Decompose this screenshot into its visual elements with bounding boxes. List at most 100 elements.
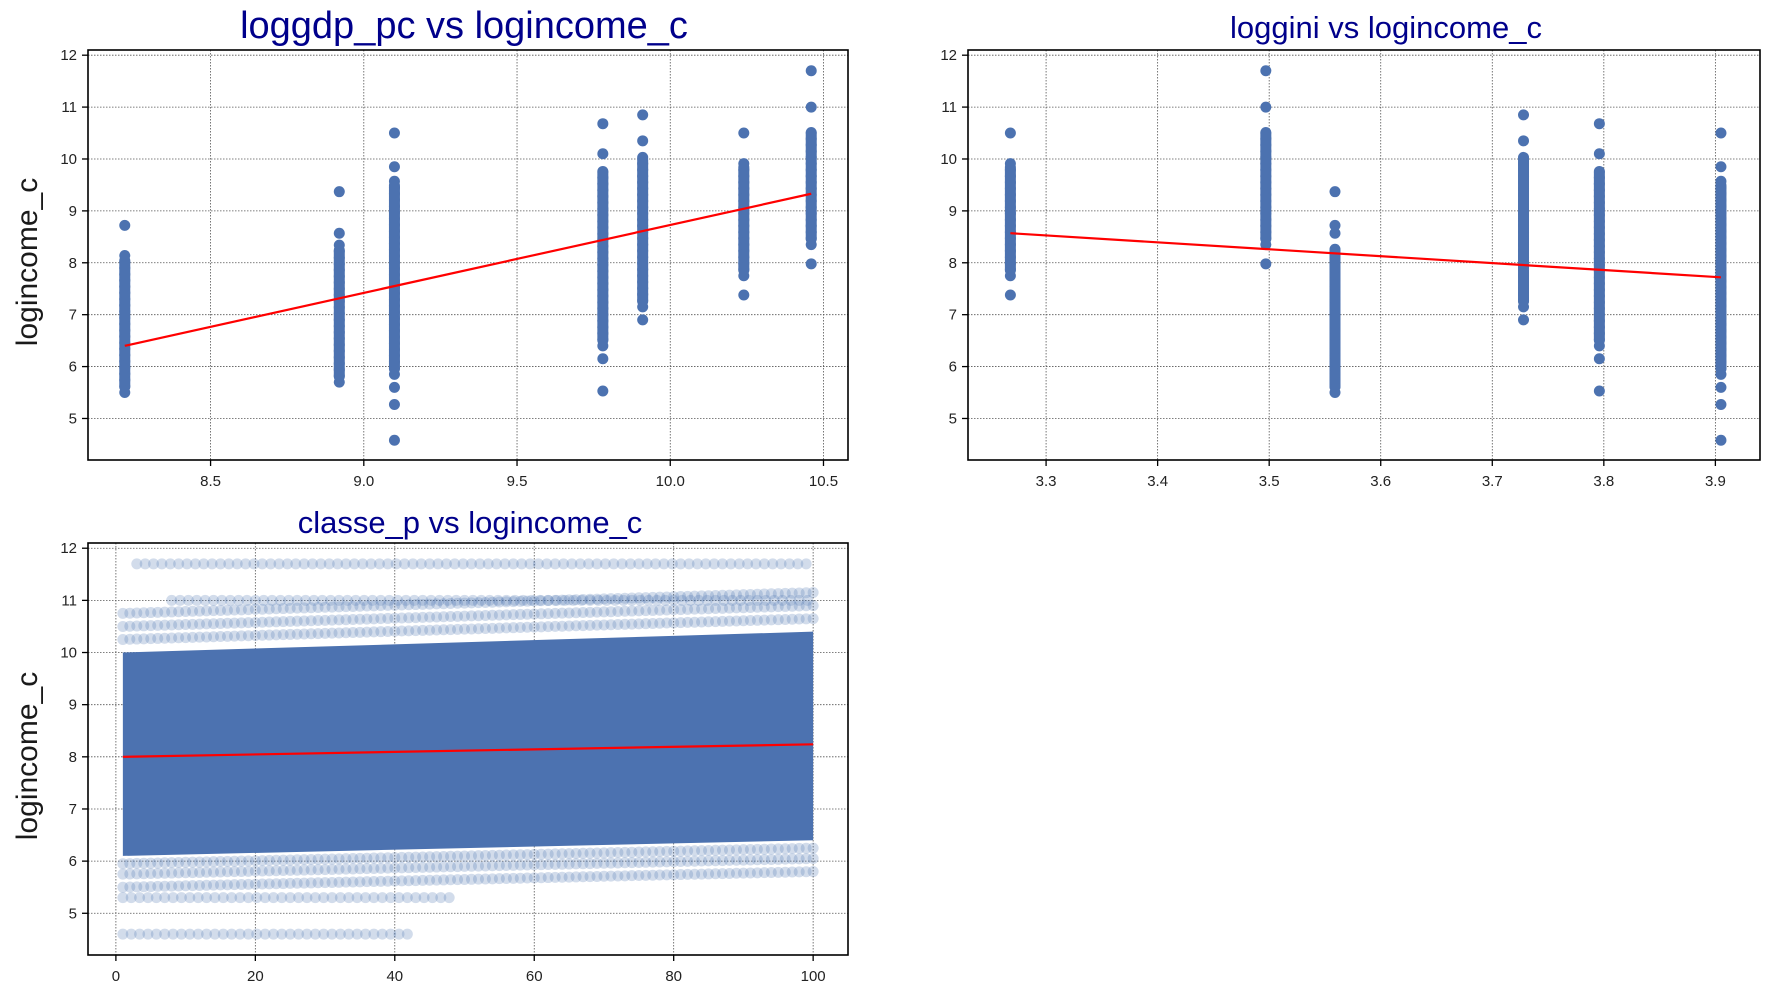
- y-axis-label: logincome_c: [11, 672, 44, 840]
- data-point: [500, 594, 512, 606]
- data-point: [751, 594, 763, 606]
- data-point: [283, 594, 295, 606]
- data-point: [228, 604, 240, 616]
- data-point: [556, 848, 568, 860]
- data-point: [459, 610, 471, 622]
- data-point: [534, 594, 546, 606]
- data-point: [696, 855, 708, 867]
- data-point: [226, 928, 238, 940]
- data-point: [376, 928, 388, 940]
- data-point: [194, 866, 206, 878]
- data-point: [319, 601, 331, 613]
- data-point: [807, 587, 819, 599]
- data-point: [703, 603, 715, 615]
- data-point: [410, 625, 422, 637]
- data-point: [597, 148, 609, 160]
- data-point: [668, 617, 680, 629]
- data-point: [399, 558, 411, 570]
- data-point: [703, 868, 715, 880]
- scatter-points: [1004, 65, 1727, 446]
- data-point: [716, 558, 728, 570]
- data-point: [725, 558, 737, 570]
- data-point: [598, 857, 610, 869]
- data-point: [368, 892, 380, 904]
- data-point: [654, 617, 666, 629]
- data-point: [549, 871, 561, 883]
- data-point: [479, 873, 491, 885]
- data-point: [591, 606, 603, 618]
- data-point: [393, 892, 405, 904]
- data-point: [291, 854, 303, 866]
- data-point: [368, 613, 380, 625]
- data-point: [293, 928, 305, 940]
- data-point: [465, 850, 477, 862]
- data-point: [417, 874, 429, 886]
- data-point: [319, 627, 331, 639]
- data-point: [521, 621, 533, 633]
- data-point: [682, 855, 694, 867]
- data-point: [284, 864, 296, 876]
- data-point: [424, 624, 436, 636]
- data-point: [440, 558, 452, 570]
- data-point: [187, 631, 199, 643]
- data-point: [1715, 161, 1727, 173]
- data-point: [403, 875, 415, 887]
- data-point: [696, 868, 708, 880]
- data-point: [152, 619, 164, 631]
- data-point: [551, 594, 563, 606]
- data-point: [235, 865, 247, 877]
- data-point: [591, 558, 603, 570]
- data-point: [619, 846, 631, 858]
- data-point: [175, 892, 187, 904]
- data-point: [388, 434, 400, 446]
- data-point: [410, 612, 422, 624]
- x-tick-label: 60: [526, 968, 543, 985]
- data-point: [465, 597, 477, 609]
- data-point: [173, 558, 185, 570]
- data-point: [683, 558, 695, 570]
- data-point: [800, 853, 812, 865]
- data-point: [758, 854, 770, 866]
- data-point: [577, 607, 589, 619]
- data-point: [131, 633, 143, 645]
- data-point: [305, 602, 317, 614]
- data-point: [452, 850, 464, 862]
- data-point: [542, 595, 554, 607]
- x-tick-label: 80: [665, 968, 682, 985]
- data-point: [758, 558, 770, 570]
- data-point: [626, 857, 638, 869]
- data-point: [612, 857, 624, 869]
- data-point: [318, 892, 330, 904]
- data-point: [192, 892, 204, 904]
- data-point: [340, 876, 352, 888]
- data-point: [166, 619, 178, 631]
- data-point: [277, 629, 289, 641]
- data-point: [340, 558, 352, 570]
- data-point: [298, 628, 310, 640]
- data-point: [659, 594, 671, 606]
- data-point: [710, 868, 722, 880]
- data-point: [703, 616, 715, 628]
- data-point: [528, 848, 540, 860]
- data-point: [577, 858, 589, 870]
- data-point: [737, 867, 749, 879]
- y-tick-label: 9: [949, 203, 957, 220]
- data-point: [159, 632, 171, 644]
- data-point: [689, 845, 701, 857]
- y-tick-label: 6: [69, 359, 77, 376]
- data-point: [424, 611, 436, 623]
- data-point: [647, 604, 659, 616]
- data-point: [159, 928, 171, 940]
- data-point: [119, 219, 131, 231]
- x-tick-label: 10.5: [809, 473, 838, 490]
- data-point: [758, 843, 770, 855]
- data-point: [319, 864, 331, 876]
- data-point: [691, 558, 703, 570]
- data-point: [576, 594, 588, 606]
- data-point: [467, 594, 479, 606]
- data-point: [689, 868, 701, 880]
- data-point: [591, 593, 603, 605]
- data-point: [786, 587, 798, 599]
- data-point: [270, 629, 282, 641]
- data-point: [805, 127, 817, 139]
